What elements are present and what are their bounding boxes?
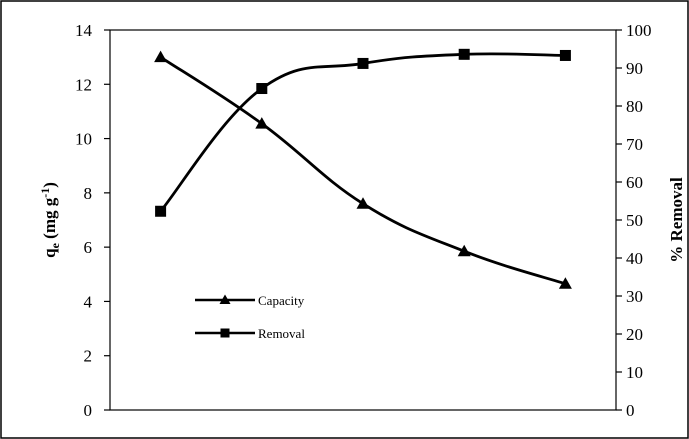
series-layer <box>154 48 572 289</box>
left-tick-label: 6 <box>84 238 93 257</box>
data-point-capacity <box>457 244 471 257</box>
left-tick-label: 2 <box>84 347 93 366</box>
right-tick-label: 10 <box>626 363 643 382</box>
left-axis-title: qe (mg g-1) <box>38 182 62 258</box>
legend-removal-label: Removal <box>258 326 305 341</box>
right-tick-label: 50 <box>626 211 643 230</box>
data-point-capacity <box>154 50 168 63</box>
right-tick-label: 40 <box>626 249 643 268</box>
left-tick-label: 8 <box>84 184 93 203</box>
legend-entry-removal: Removal <box>195 326 305 341</box>
left-axis-title-units: (mg g <box>40 197 59 243</box>
data-point-capacity <box>356 197 370 209</box>
data-point-removal <box>256 83 268 95</box>
right-tick-label: 20 <box>626 325 643 344</box>
left-tick-label: 12 <box>75 75 92 94</box>
data-point-removal <box>458 48 470 60</box>
right-tick-label: 100 <box>626 21 652 40</box>
legend-entry-capacity: Capacity <box>195 293 305 308</box>
left-axis-title-close: ) <box>40 182 59 188</box>
data-point-removal <box>155 205 167 217</box>
right-tick-label: 90 <box>626 59 643 78</box>
legend-capacity-marker <box>219 294 231 304</box>
left-tick-label: 4 <box>84 292 93 311</box>
right-tick-label: 80 <box>626 97 643 116</box>
right-tick-label: 30 <box>626 287 643 306</box>
left-tick-label: 14 <box>75 21 93 40</box>
left-axis-ticks: 0 2 4 6 8 10 12 14 <box>75 21 110 420</box>
left-axis-title-main: q <box>40 248 59 258</box>
right-axis-title: % Removal <box>667 177 686 263</box>
legend-capacity-label: Capacity <box>258 293 305 308</box>
right-tick-label: 60 <box>626 173 643 192</box>
left-tick-label: 0 <box>84 401 93 420</box>
left-axis-title-subscript: e <box>48 242 62 248</box>
left-tick-label: 10 <box>75 130 92 149</box>
legend: Capacity Removal <box>195 293 305 341</box>
data-point-capacity <box>255 117 269 129</box>
legend-removal-marker <box>220 328 230 338</box>
left-axis-title-superscript: -1 <box>38 188 52 198</box>
right-tick-label: 0 <box>626 401 635 420</box>
data-point-removal <box>357 57 369 69</box>
right-axis-ticks: 0 10 20 30 40 50 60 70 80 90 100 <box>616 21 652 420</box>
data-point-capacity <box>558 277 572 289</box>
right-tick-label: 70 <box>626 135 643 154</box>
data-point-removal <box>559 49 571 61</box>
